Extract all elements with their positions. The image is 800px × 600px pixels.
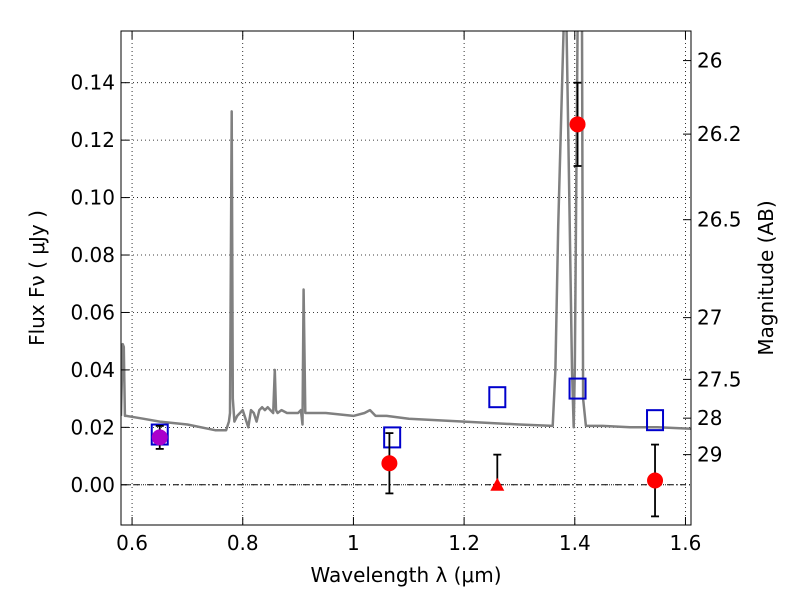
plot-data (121, 31, 691, 518)
x-axis-label: Wavelength λ (μm) (310, 563, 501, 587)
x-tick-label: 1.4 (559, 531, 591, 555)
x-tick-label: 1.2 (448, 531, 480, 555)
y-tick-label: 0.14 (70, 71, 115, 95)
y-tick-label: 0.12 (70, 128, 115, 152)
right-tick-label: 27.5 (697, 367, 742, 391)
y-tick-label: 0.00 (70, 473, 115, 497)
axis-ticks: 0.6 0.8 1 1.2 1.4 1.6 0.00 0.02 0.04 0.06 0.08 0.10… (70, 31, 742, 555)
y-tick-label: 0.08 (70, 243, 115, 267)
y-tick-label: 0.06 (70, 300, 115, 324)
y-axis-label: Flux Fν ( μJy ) (25, 210, 49, 346)
y-tick-label: 0.04 (70, 358, 115, 382)
right-tick-label: 27 (697, 306, 722, 330)
x-tick-label: 1 (347, 531, 360, 555)
y-tick-label: 0.10 (70, 186, 115, 210)
plot-frame (120, 30, 692, 526)
measured-point (647, 472, 664, 489)
model-photometry-square (646, 409, 665, 432)
right-tick-label: 28 (697, 406, 722, 430)
right-axis-label: Magnitude (AB) (754, 200, 778, 355)
model-photometry-square (488, 386, 507, 409)
purple-point (151, 429, 168, 446)
x-tick-label: 1.6 (670, 531, 702, 555)
grid (121, 31, 691, 525)
right-tick-label: 26 (697, 49, 722, 73)
upper-limit-triangle (490, 477, 505, 491)
model-photometry-square (568, 377, 587, 400)
y-tick-label: 0.02 (70, 415, 115, 439)
model-spectrum-line (121, 31, 691, 432)
measured-point (381, 455, 398, 472)
right-tick-label: 26.5 (697, 208, 742, 232)
x-tick-label: 0.6 (116, 531, 148, 555)
x-tick-label: 0.8 (227, 531, 259, 555)
measured-point (569, 116, 586, 133)
right-tick-label: 26.2 (697, 122, 742, 146)
right-tick-label: 29 (697, 443, 722, 467)
model-photometry-square (383, 426, 402, 449)
